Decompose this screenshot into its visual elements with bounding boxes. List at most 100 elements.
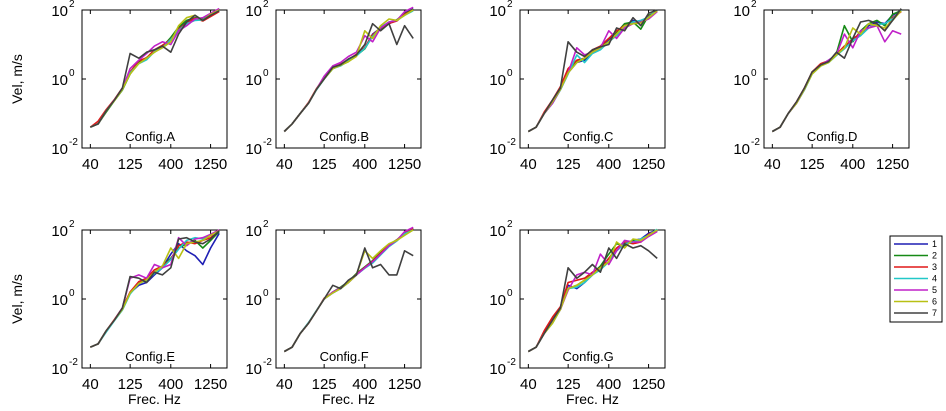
series-line-7: [527, 9, 658, 133]
axes-box: [81, 9, 228, 149]
x-axis-label: Frec. Hz: [322, 391, 375, 407]
y-tick-exponent: -2: [69, 137, 78, 148]
panel-title: Config.F: [320, 349, 369, 364]
x-tick-label: 40: [276, 376, 293, 393]
y-tick-exponent: -2: [69, 357, 78, 368]
legend-entry-3: 3: [932, 262, 937, 272]
x-tick-label: 125: [118, 156, 143, 173]
y-tick-exponent: 2: [263, 0, 269, 10]
x-tick-label: 1250: [632, 376, 665, 393]
x-tick-label: 1250: [632, 156, 665, 173]
series-line-7: [89, 10, 220, 128]
y-tick-label: 10: [245, 72, 262, 89]
series-line-7: [283, 247, 414, 353]
y-tick-exponent: -2: [751, 137, 760, 148]
x-tick-label: 400: [158, 376, 183, 393]
y-tick-label: 10: [51, 141, 68, 158]
x-tick-label: 125: [556, 156, 581, 173]
y-tick-label: 10: [51, 292, 68, 309]
y-tick-label: 10: [51, 223, 68, 240]
x-tick-label: 40: [520, 376, 537, 393]
y-tick-label: 10: [489, 3, 506, 20]
x-tick-label: 400: [158, 156, 183, 173]
legend-entry-2: 2: [932, 251, 937, 261]
y-tick-label: 10: [733, 141, 750, 158]
y-tick-label: 10: [245, 361, 262, 378]
y-tick-label: 10: [51, 72, 68, 89]
axes-box: [275, 9, 422, 149]
y-tick-exponent: 2: [751, 0, 757, 10]
axes-box: [763, 9, 910, 149]
x-tick-label: 400: [596, 376, 621, 393]
y-tick-exponent: 2: [263, 219, 269, 230]
y-tick-label: 10: [489, 292, 506, 309]
y-tick-exponent: 0: [263, 288, 269, 299]
axes-box: [519, 229, 666, 369]
series-line-6: [527, 229, 658, 353]
legend-entry-5: 5: [932, 285, 937, 295]
panel-title: Config.E: [125, 349, 175, 364]
y-tick-exponent: 2: [69, 0, 75, 10]
y-tick-exponent: 0: [263, 68, 269, 79]
legend: 1 23 45 67: [889, 235, 943, 323]
x-tick-label: 125: [556, 376, 581, 393]
x-tick-label: 40: [764, 156, 781, 173]
panel-title: Config.G: [562, 349, 613, 364]
y-axis-label: Vel, m/s: [9, 54, 25, 104]
y-tick-exponent: 0: [507, 288, 513, 299]
x-tick-label: 1250: [194, 156, 227, 173]
legend-entry-4: 4: [932, 274, 937, 284]
y-tick-label: 10: [245, 141, 262, 158]
series-line-7: [527, 242, 658, 353]
y-tick-label: 10: [733, 3, 750, 20]
y-tick-label: 10: [245, 3, 262, 20]
x-tick-label: 40: [82, 156, 99, 173]
panel-title: Config.A: [125, 129, 175, 144]
y-tick-label: 10: [245, 223, 262, 240]
x-tick-label: 125: [312, 376, 337, 393]
y-tick-exponent: 2: [507, 219, 513, 230]
y-tick-label: 10: [489, 223, 506, 240]
series-line-7: [283, 22, 414, 133]
x-axis-label: Frec. Hz: [566, 391, 619, 407]
axes-box: [81, 229, 228, 369]
y-tick-label: 10: [489, 72, 506, 89]
y-tick-exponent: 0: [69, 68, 75, 79]
y-tick-exponent: -2: [263, 137, 272, 148]
y-tick-label: 10: [733, 72, 750, 89]
y-tick-label: 10: [51, 361, 68, 378]
y-tick-exponent: 0: [507, 68, 513, 79]
y-tick-label: 10: [489, 141, 506, 158]
x-tick-label: 40: [520, 156, 537, 173]
y-tick-exponent: -2: [263, 357, 272, 368]
x-tick-label: 40: [82, 376, 99, 393]
y-tick-label: 10: [489, 361, 506, 378]
x-tick-label: 1250: [876, 156, 909, 173]
x-tick-label: 125: [312, 156, 337, 173]
series-line-3: [527, 229, 658, 353]
x-axis-label: Frec. Hz: [128, 391, 181, 407]
x-tick-label: 1250: [388, 376, 421, 393]
y-tick-exponent: 0: [69, 288, 75, 299]
x-tick-label: 400: [840, 156, 865, 173]
panel-title: Config.D: [807, 129, 858, 144]
y-tick-label: 10: [245, 292, 262, 309]
y-tick-label: 10: [51, 3, 68, 20]
axes-box: [275, 229, 422, 369]
legend-entry-6: 6: [932, 297, 937, 307]
series-line-7: [89, 230, 220, 348]
x-tick-label: 400: [352, 376, 377, 393]
legend-entry-1: 1: [932, 239, 937, 249]
series-line-7: [771, 8, 902, 133]
y-tick-exponent: -2: [507, 137, 516, 148]
y-tick-exponent: -2: [507, 357, 516, 368]
y-axis-label: Vel, m/s: [9, 274, 25, 324]
